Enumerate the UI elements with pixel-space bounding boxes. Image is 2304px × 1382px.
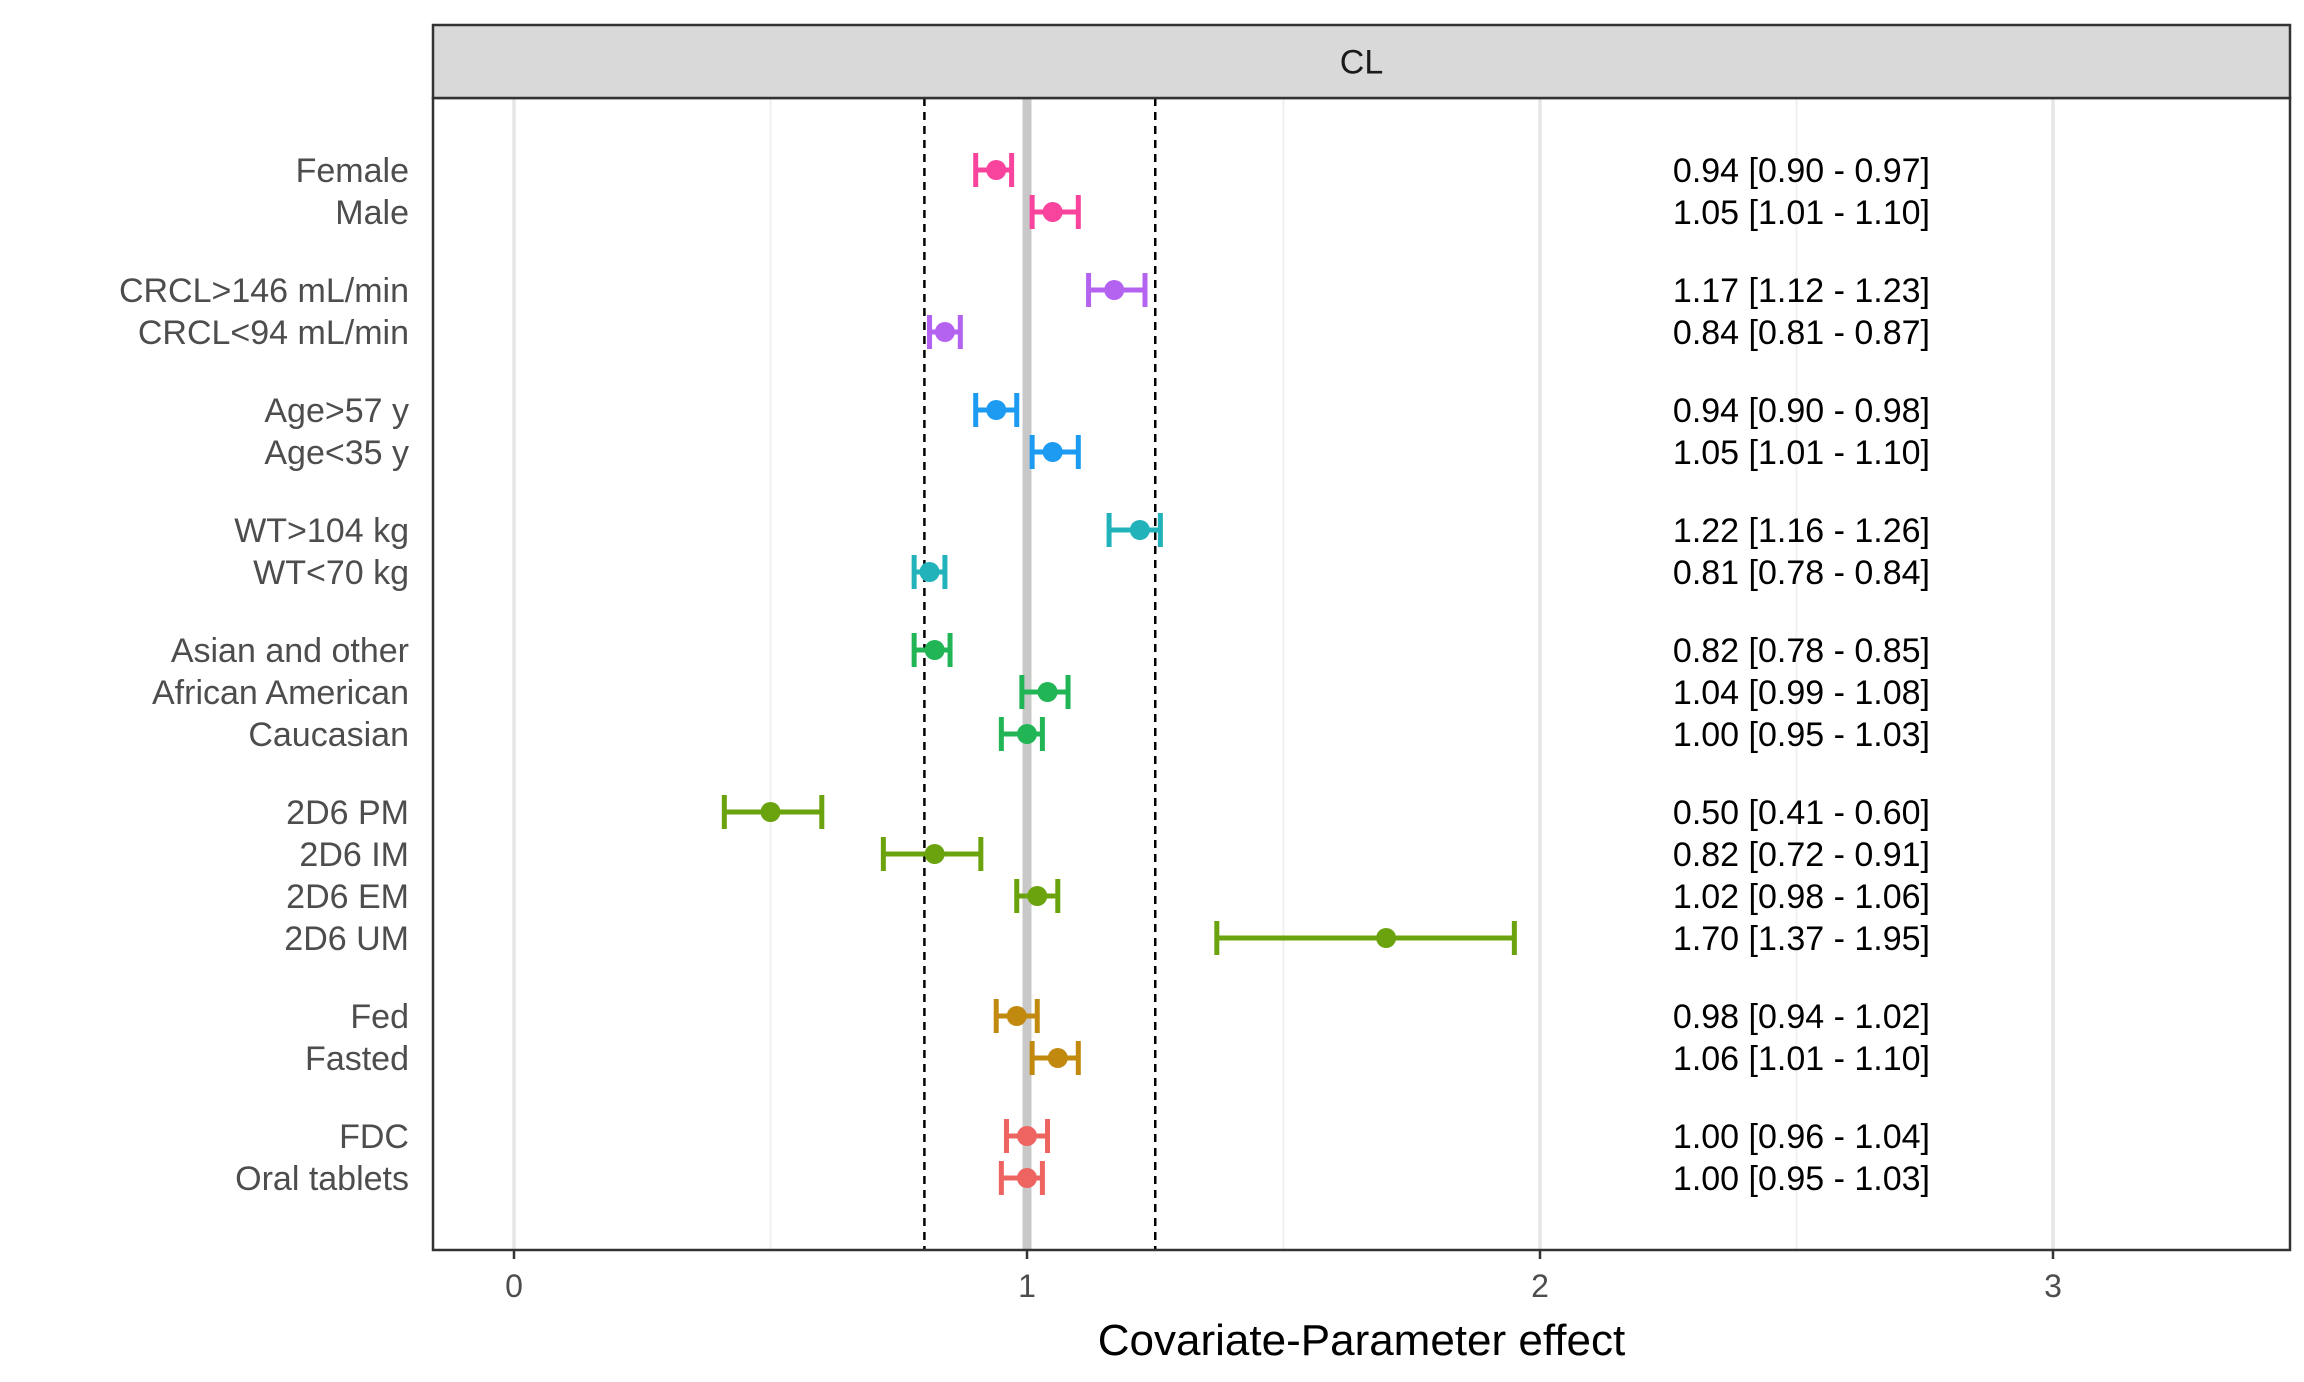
facet-strip: CL [431, 23, 2292, 100]
row-label: FDC [339, 1118, 409, 1156]
row-label: Asian and other [171, 632, 409, 670]
point-estimate [934, 322, 955, 342]
row-label: Fed [350, 998, 409, 1036]
value-labels: 0.94 [0.90 - 0.97] 1.05 [1.01 - 1.10] 1.17… [1673, 152, 1930, 1198]
row-label: WT>104 kg [234, 512, 409, 550]
value-label: 0.98 [0.94 - 1.02] [1673, 998, 1930, 1036]
row-label: CRCL<94 mL/min [138, 314, 409, 352]
row-label: 2D6 IM [299, 836, 409, 874]
x-tick-label: 3 [2044, 1268, 2062, 1304]
x-tick-label: 2 [1531, 1268, 1549, 1304]
value-label: 1.00 [0.95 - 1.03] [1673, 1160, 1930, 1198]
panel-border [431, 96, 2292, 1252]
row-label: Female [296, 152, 409, 190]
x-axis: 0 1 2 3 [505, 1250, 2062, 1304]
point-estimate [1104, 280, 1125, 300]
minor-gridlines [769, 98, 1798, 1250]
value-label: 0.84 [0.81 - 0.87] [1673, 314, 1930, 352]
confidence-intervals [721, 153, 1517, 1195]
row-label: Caucasian [248, 716, 409, 754]
point-estimate [1042, 442, 1063, 462]
x-tick-label: 1 [1018, 1268, 1036, 1304]
value-label: 0.94 [0.90 - 0.97] [1673, 152, 1930, 190]
value-label: 1.04 [0.99 - 1.08] [1673, 674, 1930, 712]
point-estimate [760, 802, 781, 822]
facet-strip-label: CL [1340, 44, 1383, 82]
row-label: Age<35 y [264, 434, 409, 472]
value-label: 1.00 [0.96 - 1.04] [1673, 1118, 1930, 1156]
row-label: 2D6 UM [284, 920, 409, 958]
value-label: 0.82 [0.72 - 0.91] [1673, 836, 1930, 874]
point-estimate [1017, 1168, 1037, 1188]
value-label: 1.05 [1.01 - 1.10] [1673, 434, 1930, 472]
point-estimate [924, 844, 945, 864]
row-label: Oral tablets [235, 1160, 409, 1198]
value-label: 0.50 [0.41 - 0.60] [1673, 794, 1930, 832]
point-estimate [1027, 886, 1048, 906]
point-estimate [986, 400, 1007, 420]
row-label: African American [152, 674, 409, 712]
value-label: 1.00 [0.95 - 1.03] [1673, 716, 1930, 754]
value-label: 1.17 [1.12 - 1.23] [1673, 272, 1930, 310]
point-estimate [1042, 202, 1063, 222]
row-label: CRCL>146 mL/min [119, 272, 409, 310]
value-label: 0.94 [0.90 - 0.98] [1673, 392, 1930, 430]
row-label: 2D6 EM [286, 878, 409, 916]
value-label: 1.05 [1.01 - 1.10] [1673, 194, 1930, 232]
value-label: 1.22 [1.16 - 1.26] [1673, 512, 1930, 550]
x-axis-title: Covariate-Parameter effect [1098, 1316, 1625, 1365]
value-label: 1.02 [0.98 - 1.06] [1673, 878, 1930, 916]
value-label: 0.82 [0.78 - 0.85] [1673, 632, 1930, 670]
row-label: Fasted [305, 1040, 409, 1078]
row-label: Male [335, 194, 409, 232]
point-estimate [919, 562, 940, 582]
row-label: Age>57 y [264, 392, 409, 430]
point-estimate [1037, 682, 1058, 702]
value-label: 1.70 [1.37 - 1.95] [1673, 920, 1930, 958]
point-estimate [1017, 1126, 1037, 1146]
point-estimate [1129, 520, 1150, 540]
value-label: 1.06 [1.01 - 1.10] [1673, 1040, 1930, 1078]
point-estimate [1047, 1048, 1068, 1068]
point-estimate [1376, 928, 1397, 948]
point-estimate [1006, 1006, 1027, 1026]
reference-lines [923, 98, 1157, 1250]
facet-strip-background [431, 23, 2292, 100]
x-tick-label: 0 [505, 1268, 523, 1304]
point-estimate [924, 640, 945, 660]
point-estimate [986, 160, 1007, 180]
row-label: 2D6 PM [286, 794, 409, 832]
row-label: WT<70 kg [253, 554, 409, 592]
row-labels: Female Male CRCL>146 mL/min CRCL<94 mL/min A… [119, 152, 409, 1198]
value-label: 0.81 [0.78 - 0.84] [1673, 554, 1930, 592]
point-estimate [1017, 724, 1037, 744]
